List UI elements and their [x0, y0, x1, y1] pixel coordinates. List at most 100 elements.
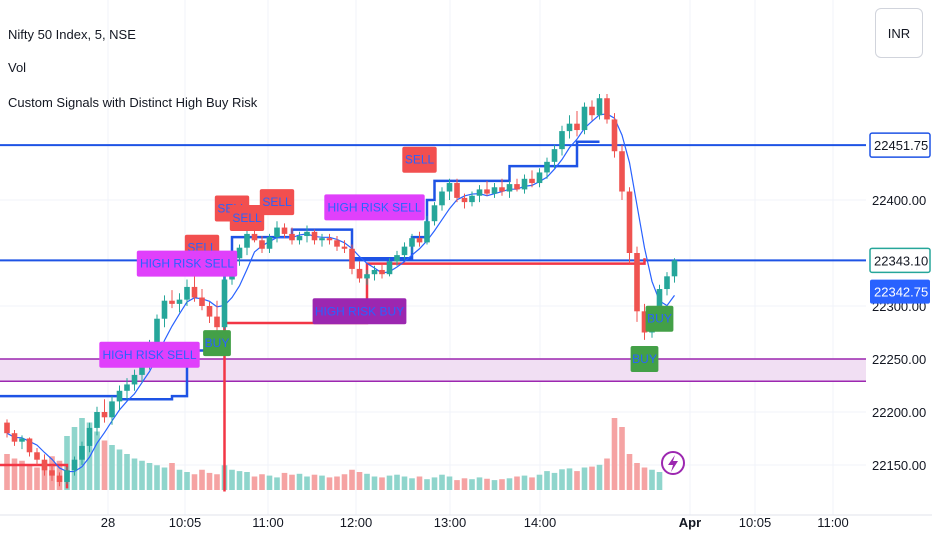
volume-bar [289, 474, 295, 490]
volume-bar [4, 454, 10, 490]
candle-body [619, 151, 625, 192]
candle-body [431, 205, 438, 222]
candle-body [439, 191, 445, 206]
volume-bar [416, 476, 423, 490]
volume-bar [589, 466, 595, 490]
volume-bar [109, 445, 115, 490]
volume-bar [161, 467, 168, 490]
volume-bar [341, 474, 348, 490]
indicator-lines [0, 113, 866, 492]
volume-legend[interactable]: Vol [8, 60, 27, 75]
time-tick-label: 13:00 [434, 515, 467, 530]
candle-body [641, 311, 648, 333]
volume-bar [319, 475, 325, 490]
price-tick-label: 22250.00 [872, 352, 926, 367]
indicator-legend[interactable]: Custom Signals with Distinct High Buy Ri… [8, 95, 258, 110]
volume-bar [116, 449, 123, 490]
volume-bar [529, 477, 535, 490]
volume-bar [206, 472, 213, 490]
badge-text: 22342.75 [874, 285, 928, 300]
price-tick-label: 22400.00 [872, 193, 926, 208]
volume-bar [26, 465, 33, 490]
badge-bg [869, 132, 931, 158]
volume-bar [364, 473, 370, 490]
volume-bar [649, 469, 655, 490]
candle-body [101, 412, 108, 418]
candle-body [124, 384, 130, 391]
time-tick-label: 11:00 [817, 515, 849, 530]
price-badge: 22451.75 [869, 132, 931, 158]
candle-body [19, 438, 25, 442]
volume-bar [244, 472, 250, 490]
candle-body [409, 238, 415, 247]
signal-bg [229, 205, 265, 232]
candle-body [416, 238, 423, 243]
candle-body [184, 286, 190, 300]
candle-body [521, 178, 528, 190]
candle-body [11, 433, 18, 442]
candle-body [596, 98, 603, 116]
time-tick-label: 11:00 [252, 515, 284, 530]
candle-body [139, 361, 145, 375]
volume-bar [34, 467, 40, 490]
candle-body [491, 187, 498, 194]
candle-body [296, 236, 303, 241]
signal-bg [99, 341, 200, 368]
volume-bar [41, 463, 48, 490]
signal-text: HIGH RISK SELL [102, 348, 196, 362]
candle-body [671, 260, 678, 277]
candle-body [56, 475, 63, 482]
volume-bar [596, 464, 603, 490]
candle-body [634, 253, 640, 312]
candle-body [49, 470, 55, 476]
candle-body [274, 227, 280, 238]
candle-body [506, 184, 513, 192]
candle-body [401, 246, 408, 256]
signal-text: BUY [647, 312, 672, 326]
volume-bar [266, 475, 273, 490]
volume-bar [559, 469, 565, 490]
volume-bar [521, 475, 528, 490]
volume-bar [236, 471, 243, 490]
time-axis: 28 10:05 11:00 12:00 13:00 14:00 Apr 10:05 11:00 [0, 514, 932, 530]
volume-bar [101, 440, 108, 490]
candle-body [611, 119, 618, 152]
signal-label-sell: SELL [402, 146, 437, 173]
signal-bg [203, 330, 231, 357]
candle-body [394, 255, 400, 262]
volume-bar [476, 477, 483, 490]
candle-body [251, 233, 258, 241]
candle-body [34, 452, 40, 460]
candle-body [551, 149, 558, 162]
volume-bar [311, 474, 318, 490]
candle-body [656, 289, 663, 319]
candle-body [199, 297, 205, 306]
currency-button[interactable]: INR [875, 8, 923, 58]
time-tick-label: 10:05 [169, 515, 202, 530]
candle-body [71, 459, 78, 471]
volume-bar [379, 477, 385, 490]
volume-bar [326, 477, 333, 490]
candle-body [484, 189, 490, 194]
volume-bar [176, 469, 183, 490]
candle-body [221, 279, 228, 328]
candle-body [334, 240, 340, 247]
candle-body [454, 183, 460, 198]
candle-body [26, 438, 33, 453]
badge-text: 22343.10 [874, 253, 928, 268]
candle-body [424, 221, 430, 243]
volume-bar [191, 474, 198, 490]
candle-body [259, 240, 265, 249]
signal-label-high-risk-sell: HIGH RISK SELL [99, 341, 200, 368]
volume-bar [491, 480, 498, 490]
volume-bar [656, 472, 663, 490]
candle-body [116, 390, 123, 402]
volume-bar [619, 427, 625, 490]
volume-bar [484, 478, 490, 490]
volume-bar [131, 458, 138, 490]
volume-bar [544, 471, 550, 490]
candle-body [94, 412, 100, 428]
candle-body [4, 422, 10, 434]
